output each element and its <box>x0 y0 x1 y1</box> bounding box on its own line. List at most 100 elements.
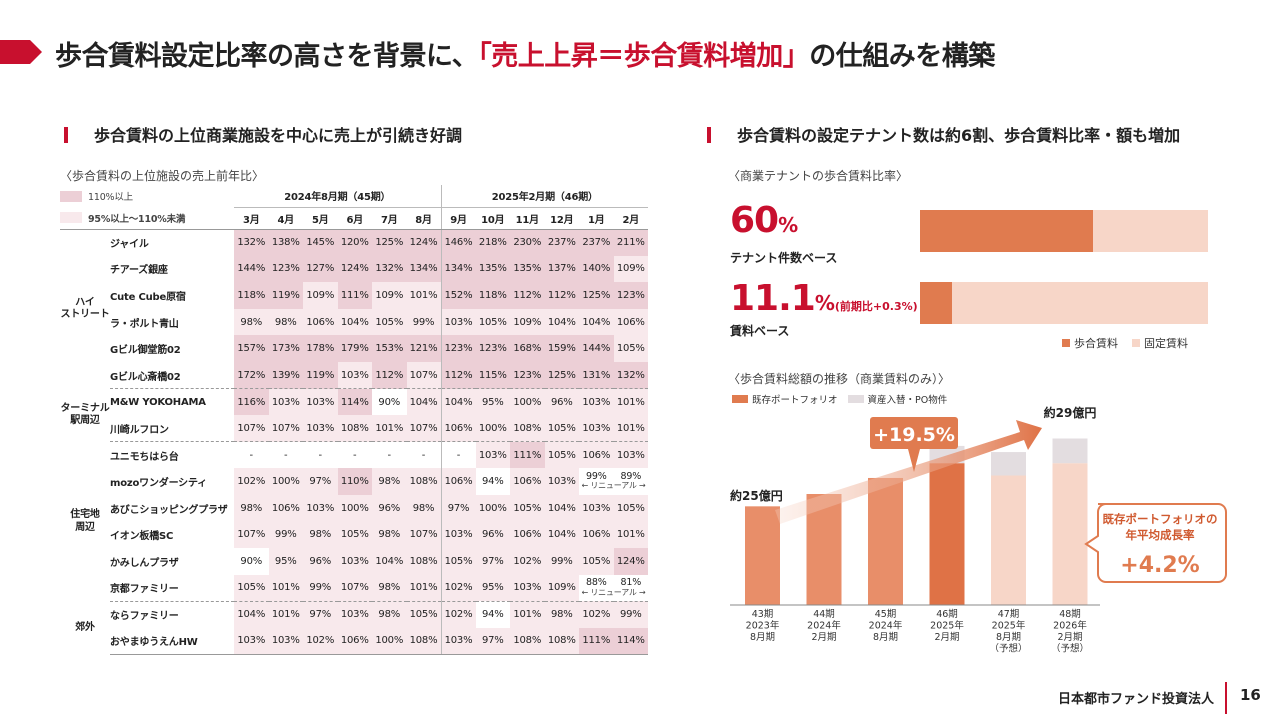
value-cell: 103% <box>579 494 614 522</box>
value-cell: 123% <box>441 335 476 362</box>
value-cell: 211% <box>613 229 649 256</box>
value-cell: 168% <box>510 335 545 362</box>
value-cell: 99% <box>406 308 442 336</box>
value-cell: 112% <box>441 361 476 390</box>
value-cell: 157% <box>234 335 269 362</box>
start-value-label: 約25億円 <box>730 488 783 503</box>
facility-name: Gビル心斎橋02 <box>110 361 234 390</box>
value-cell: 123% <box>475 335 511 362</box>
month-header: 1月 <box>579 207 614 230</box>
page-number: 16 <box>1240 686 1261 704</box>
value-cell: 108% <box>544 627 580 655</box>
value-cell: 114% <box>613 627 649 655</box>
value-cell: 89% <box>620 471 642 483</box>
facility-name: M&W YOKOHAMA <box>110 396 206 408</box>
value-cell: 103% <box>579 388 614 416</box>
value-cell: 96% <box>303 548 338 575</box>
value-cell: 108% <box>406 548 442 575</box>
value-cell: 94% <box>475 601 511 628</box>
facility-name: 川崎ルフロン <box>110 415 234 443</box>
month-header: 5月 <box>303 207 338 230</box>
value-cell: 105% <box>613 494 649 522</box>
value-cell: 103% <box>510 574 545 602</box>
facility-name: チアーズ銀座 <box>110 265 168 277</box>
value-cell: 96% <box>544 388 580 416</box>
value-cell: 135% <box>510 255 545 283</box>
value-cell: 132% <box>234 229 269 256</box>
value-cell: 103% <box>544 468 580 495</box>
value-cell: 172% <box>234 361 269 390</box>
value-cell: 104% <box>544 494 580 522</box>
legend-swatch <box>847 395 864 403</box>
table-row: Gビル御堂筋02 157% 173% 178% 179% 153% 121% 123% 123%… <box>60 335 649 362</box>
table-row: Cute Cube原宿 118% 119% 109% 111% 109% 101% 152% 1… <box>60 282 649 309</box>
value-cell: 104% <box>234 601 269 628</box>
value-cell: 119% <box>268 282 303 309</box>
value-cell: 105% <box>234 574 269 602</box>
renewal-cell: 88% 81% ← リニューアル → <box>579 574 649 602</box>
value-cell: 108% <box>510 415 545 443</box>
table-row: あびこショッピングプラザ 98% 106% 103% 100% 96% 98% 97% 100%… <box>60 494 649 522</box>
value-cell: 109% <box>372 282 407 309</box>
x-tick-label: 44期 2024年 2月期 <box>807 609 841 643</box>
value-cell: 105% <box>337 521 372 549</box>
value-cell: 109% <box>613 255 649 283</box>
value-cell: 152% <box>441 282 476 309</box>
group-label: ターミナル 駅周辺 <box>60 402 110 427</box>
trend-legend: 既存ポートフォリオ 資産入替・PO物件 <box>732 392 947 406</box>
trend-chart: 43期 2023年 8月期 44期 2024年 2月期 45期 2024年 8月期 46期 2025… <box>730 405 1227 655</box>
value-cell: 137% <box>544 255 580 283</box>
value-cell: 111% <box>579 627 614 655</box>
value-cell: 106% <box>579 441 614 469</box>
value-cell: 104% <box>441 388 476 416</box>
value-cell: 94% <box>475 468 511 495</box>
table-row: 川崎ルフロン 107% 107% 103% 108% 101% 107% 106% 100% 10… <box>60 415 649 443</box>
value-cell: 103% <box>337 601 372 628</box>
value-cell: - <box>234 441 269 469</box>
value-cell: 100% <box>337 494 372 522</box>
value-cell: 104% <box>544 308 580 336</box>
left-section-heading: 歩合賃料の上位商業施設を中心に売上が引続き好調 <box>64 122 462 146</box>
table-row: 京都ファミリー 105% 101% 99% 107% 98% 101% 102% 95% 103%… <box>60 574 649 602</box>
value-cell: 95% <box>475 388 511 416</box>
period-header: 2025年2月期（46期） <box>441 185 649 208</box>
value-cell: 104% <box>337 308 372 336</box>
variable-rent-segment <box>920 210 1093 252</box>
value-cell: 237% <box>579 229 614 256</box>
value-cell: 123% <box>613 282 649 309</box>
table-row: 郊外 ならファミリー 104% 101% 97% 103% 98% 105% 102% 94% 10… <box>60 601 649 633</box>
group-label: 郊外 <box>75 621 95 633</box>
value-cell: 118% <box>234 282 269 309</box>
value-cell: 98% <box>372 521 407 549</box>
month-header: 10月 <box>475 207 511 230</box>
facility-name: 京都ファミリー <box>110 574 234 602</box>
value-cell: 108% <box>406 627 442 655</box>
value-cell: 153% <box>372 335 407 362</box>
value-cell: 115% <box>475 361 511 390</box>
value-cell: 104% <box>544 521 580 549</box>
value-cell: 105% <box>510 494 545 522</box>
value-cell: 97% <box>303 601 338 628</box>
value-cell: 90% <box>234 548 269 575</box>
value-cell: 103% <box>337 548 372 575</box>
x-tick-label: 47期 2025年 8月期（予想） <box>989 609 1027 655</box>
value-cell: 108% <box>510 627 545 655</box>
cagr-callout-value: +4.2% <box>1120 553 1199 578</box>
value-cell: 97% <box>475 627 511 655</box>
value-cell: 103% <box>303 415 338 443</box>
value-cell: 105% <box>544 441 580 469</box>
value-cell: 95% <box>268 548 303 575</box>
legend-swatch <box>732 395 748 403</box>
value-cell: 101% <box>613 521 649 549</box>
value-cell: 105% <box>475 308 511 336</box>
value-cell: - <box>268 441 303 469</box>
value-cell: 109% <box>303 282 338 309</box>
value-cell: 104% <box>406 388 442 416</box>
value-cell: 98% <box>544 601 580 628</box>
value-cell: 103% <box>441 308 476 336</box>
value-cell: 107% <box>268 415 303 443</box>
facility-name: ラ・ポルト青山 <box>110 318 179 330</box>
value-cell: 105% <box>441 548 476 575</box>
value-cell: 100% <box>372 627 407 655</box>
value-cell: 98% <box>372 574 407 602</box>
